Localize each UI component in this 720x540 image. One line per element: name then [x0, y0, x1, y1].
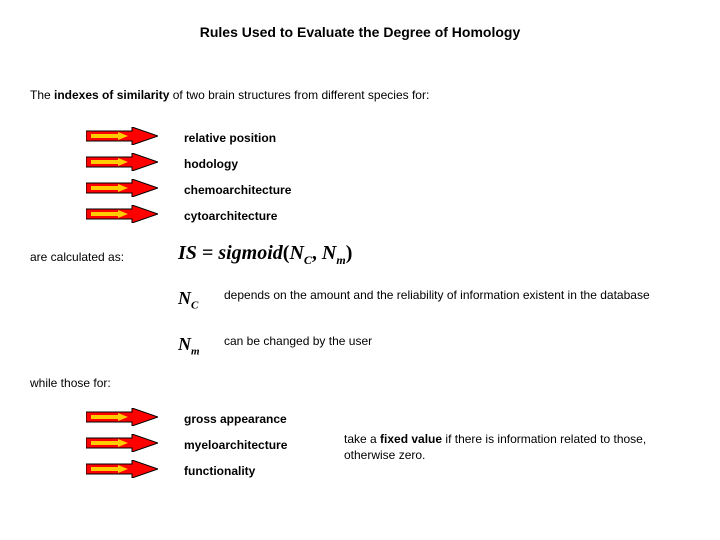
arrow-icon: [86, 408, 158, 431]
arrow-stack-2: [86, 406, 158, 484]
while-text: while those for:: [30, 376, 111, 390]
nc-text: depends on the amount and the reliabilit…: [224, 288, 650, 304]
slide-title: Rules Used to Evaluate the Degree of Hom…: [0, 24, 720, 40]
nc-main: N: [178, 288, 191, 308]
nc-sub: C: [191, 300, 198, 312]
arrow-icon: [86, 153, 158, 176]
arrow-icon: [86, 434, 158, 457]
nc-symbol: NC: [178, 288, 224, 312]
index-label: hodology: [184, 151, 291, 177]
nm-text: can be changed by the user: [224, 334, 372, 350]
fixed-value-text: take a fixed value if there is informati…: [344, 432, 694, 463]
right-bold: fixed value: [380, 432, 442, 446]
intro-line: The indexes of similarity of two brain s…: [30, 88, 429, 102]
formula-nc-main: N: [289, 242, 303, 264]
intro-pre: The: [30, 88, 54, 102]
formula-fn: sigmoid: [218, 242, 282, 264]
right-pre: take a: [344, 432, 380, 446]
nm-sub: m: [191, 346, 200, 358]
index-label: relative position: [184, 125, 291, 151]
arrow-icon: [86, 127, 158, 150]
nm-symbol: Nm: [178, 334, 224, 358]
index-label: cytoarchitecture: [184, 203, 291, 229]
nc-definition: NC depends on the amount and the reliabi…: [178, 288, 650, 312]
title-emphasis: Degree of Homology: [383, 24, 520, 40]
formula-eq: =: [197, 242, 218, 264]
formula-nc-sub: C: [304, 253, 312, 267]
index-label: chemoarchitecture: [184, 177, 291, 203]
arrow-icon: [86, 460, 158, 483]
arrow-icon: [86, 205, 158, 228]
index-label: myeloarchitecture: [184, 432, 287, 458]
index-label: gross appearance: [184, 406, 287, 432]
formula-nm-main: N: [322, 242, 336, 264]
formula-comma: ,: [312, 242, 322, 264]
formula-is: IS: [178, 242, 197, 264]
index-label: functionality: [184, 458, 287, 484]
label-column-2: gross appearance myeloarchitecture funct…: [184, 406, 287, 484]
arrow-stack-1: [86, 125, 158, 229]
label-column-1: relative position hodology chemoarchitec…: [184, 125, 291, 229]
intro-post: of two brain structures from different s…: [169, 88, 429, 102]
formula-close: ): [346, 242, 353, 264]
formula-nm-sub: m: [336, 253, 345, 267]
arrow-icon: [86, 179, 158, 202]
nm-main: N: [178, 334, 191, 354]
title-prefix: Rules Used to Evaluate the: [200, 24, 384, 40]
nm-definition: Nm can be changed by the user: [178, 334, 372, 358]
is-formula: IS = sigmoid(NC, Nm): [178, 242, 352, 268]
intro-bold: indexes of similarity: [54, 88, 169, 102]
calculated-as-text: are calculated as:: [30, 250, 124, 264]
